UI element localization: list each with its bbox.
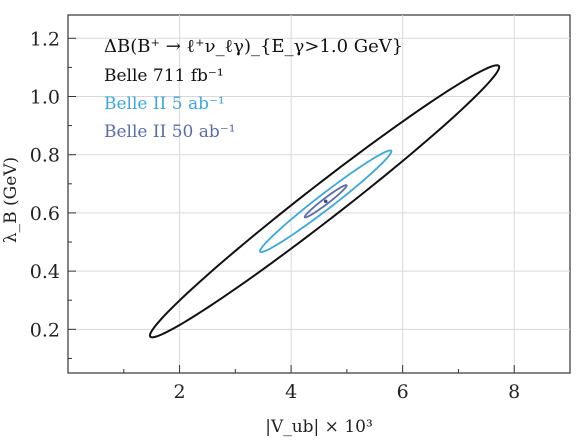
legend-entry-1: Belle 711 fb⁻¹ — [104, 66, 224, 86]
ellipse-1 — [148, 64, 501, 339]
legend-entry-2: Belle II 5 ab⁻¹ — [104, 94, 225, 114]
ticks: 2 4 6 8 0.2 0.4 0.6 0.8 1.0 1.2 — [30, 28, 571, 403]
y-tick-label: 0.6 — [30, 203, 60, 225]
series-layer — [148, 64, 501, 339]
ellipse-3 — [303, 184, 348, 219]
legend-title: ΔB(B⁺ → ℓ⁺ν_ℓγ)_{E_γ>1.0 GeV} — [104, 36, 403, 57]
x-tick-label: 4 — [285, 381, 297, 403]
x-tick-label: 2 — [174, 381, 186, 403]
x-tick-label: 6 — [397, 381, 409, 403]
y-tick-label: 0.8 — [30, 145, 60, 167]
ellipse-2 — [259, 149, 393, 254]
center-point — [323, 199, 328, 204]
y-axis-title: λ_B (GeV) — [1, 157, 21, 243]
plot-frame — [67, 14, 571, 374]
y-tick-label: 1.2 — [30, 28, 60, 50]
y-tick-label: 0.2 — [30, 319, 60, 341]
y-tick-label: 0.4 — [30, 261, 60, 283]
x-axis-title: |V_ub| × 10³ — [265, 417, 373, 437]
legend-entry-3: Belle II 50 ab⁻¹ — [104, 122, 236, 142]
y-tick-label: 1.0 — [30, 86, 60, 108]
x-tick-label: 8 — [508, 381, 520, 403]
legend: ΔB(B⁺ → ℓ⁺ν_ℓγ)_{E_γ>1.0 GeV} Belle 711 … — [104, 36, 403, 142]
